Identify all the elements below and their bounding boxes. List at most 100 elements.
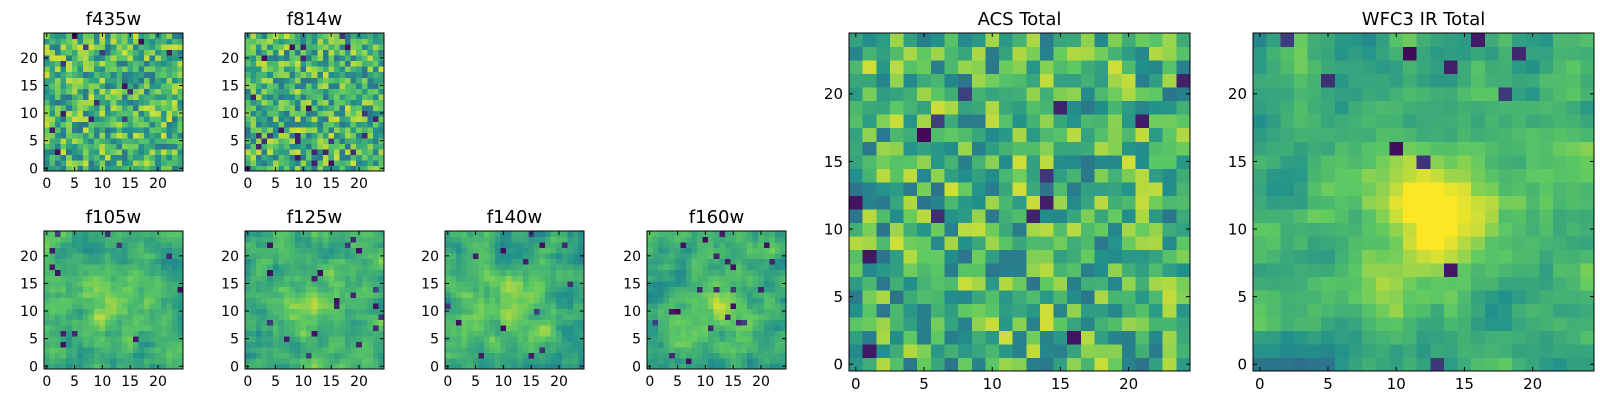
heatmap-cell: [876, 303, 891, 318]
heatmap-cell: [1580, 276, 1595, 291]
heatmap-cell: [311, 341, 318, 348]
heatmap-cell: [333, 137, 341, 144]
heatmap-cell: [567, 269, 574, 276]
heatmap-cell: [272, 330, 279, 337]
heatmap-cell: [506, 352, 513, 359]
heatmap-cell: [752, 236, 759, 243]
heatmap-cell: [138, 44, 145, 51]
heatmap-cell: [322, 258, 329, 265]
heatmap-cell: [256, 154, 263, 161]
heatmap-cell: [1443, 154, 1459, 169]
heatmap-cell: [350, 115, 357, 122]
heatmap-cell: [1162, 127, 1177, 142]
heatmap-cell: [328, 93, 335, 100]
heatmap-cell: [378, 247, 385, 254]
heatmap-cell: [339, 357, 346, 365]
heatmap-cell: [1553, 235, 1568, 250]
heatmap-cell: [1416, 276, 1431, 291]
heatmap-cell: [372, 291, 380, 298]
heatmap-cell: [311, 297, 318, 304]
heatmap-cell: [378, 286, 385, 293]
heatmap-cell: [345, 258, 352, 265]
heatmap-cell: [250, 71, 257, 78]
heatmap-cell: [1149, 100, 1164, 115]
heatmap-cell: [680, 275, 687, 282]
y-tick-label: 10: [20, 106, 38, 122]
heatmap-cell: [306, 38, 313, 45]
heatmap-cell: [669, 297, 676, 304]
heatmap-cell: [533, 269, 541, 276]
heatmap-cell: [99, 115, 106, 122]
heatmap-cell: [1580, 343, 1595, 359]
heatmap-cell: [350, 49, 357, 56]
heatmap-cell: [350, 275, 357, 282]
heatmap-cell: [1176, 114, 1191, 129]
heatmap-cell: [261, 165, 268, 172]
heatmap-cell: [155, 55, 162, 62]
heatmap-cell: [105, 77, 112, 84]
heatmap-cell: [456, 363, 463, 370]
heatmap-cell: [49, 330, 56, 337]
heatmap-cell: [132, 148, 140, 156]
heatmap-cell: [917, 276, 932, 291]
heatmap-cell: [647, 269, 654, 276]
heatmap-cell: [1135, 316, 1150, 332]
heatmap-cell: [99, 38, 106, 45]
heatmap-cell: [88, 357, 95, 365]
heatmap-cell: [127, 275, 134, 282]
heatmap-cell: [674, 330, 681, 337]
heatmap-cell: [99, 236, 106, 243]
heatmap-cell: [367, 38, 374, 45]
heatmap-cell: [724, 286, 731, 293]
heatmap-cell: [1484, 343, 1500, 359]
heatmap-cell: [44, 341, 51, 348]
heatmap-cell: [250, 143, 257, 150]
heatmap-cell: [356, 60, 363, 67]
heatmap-cell: [478, 269, 485, 276]
heatmap-cell: [533, 264, 541, 271]
heatmap-cell: [522, 330, 529, 337]
heatmap-cell: [110, 137, 117, 144]
heatmap-cell: [110, 126, 117, 133]
heatmap-cell: [77, 242, 84, 249]
heatmap-cell: [345, 44, 352, 51]
heatmap-cell: [149, 297, 156, 304]
heatmap-cell: [763, 242, 770, 249]
heatmap-cell: [1457, 316, 1472, 332]
heatmap-cell: [283, 324, 291, 331]
heatmap-cell: [306, 302, 313, 309]
heatmap-cell: [780, 297, 787, 304]
heatmap-cell: [278, 66, 285, 73]
heatmap-cell: [289, 165, 296, 172]
heatmap-cell: [110, 253, 117, 260]
heatmap-cell: [49, 247, 56, 254]
heatmap-cell: [333, 143, 341, 150]
heatmap-cell: [691, 324, 698, 331]
heatmap-cell: [647, 319, 654, 326]
heatmap-cell: [561, 231, 568, 238]
heatmap-cell: [971, 168, 986, 183]
heatmap-cell: [378, 313, 385, 320]
heatmap-cell: [261, 115, 268, 122]
heatmap-cell: [1553, 249, 1568, 264]
heatmap-cell: [730, 269, 737, 276]
heatmap-cell: [272, 269, 279, 276]
heatmap-cell: [522, 247, 529, 254]
heatmap-cell: [289, 71, 296, 78]
heatmap-cell: [372, 66, 380, 73]
heatmap-cell: [763, 253, 770, 260]
heatmap-cell: [478, 231, 485, 238]
heatmap-cell: [691, 297, 698, 304]
heatmap-cell: [1026, 343, 1041, 359]
heatmap-cell: [917, 168, 932, 183]
heatmap-cell: [378, 99, 385, 106]
heatmap-cell: [917, 303, 932, 318]
heatmap-cell: [121, 154, 128, 161]
heatmap-cell: [295, 319, 302, 326]
heatmap-cell: [356, 55, 363, 62]
heatmap-cell: [461, 297, 468, 304]
heatmap-cell: [456, 297, 463, 304]
heatmap-cell: [741, 231, 748, 238]
x-tick-label: 0: [645, 374, 654, 390]
heatmap-cell: [71, 66, 78, 73]
